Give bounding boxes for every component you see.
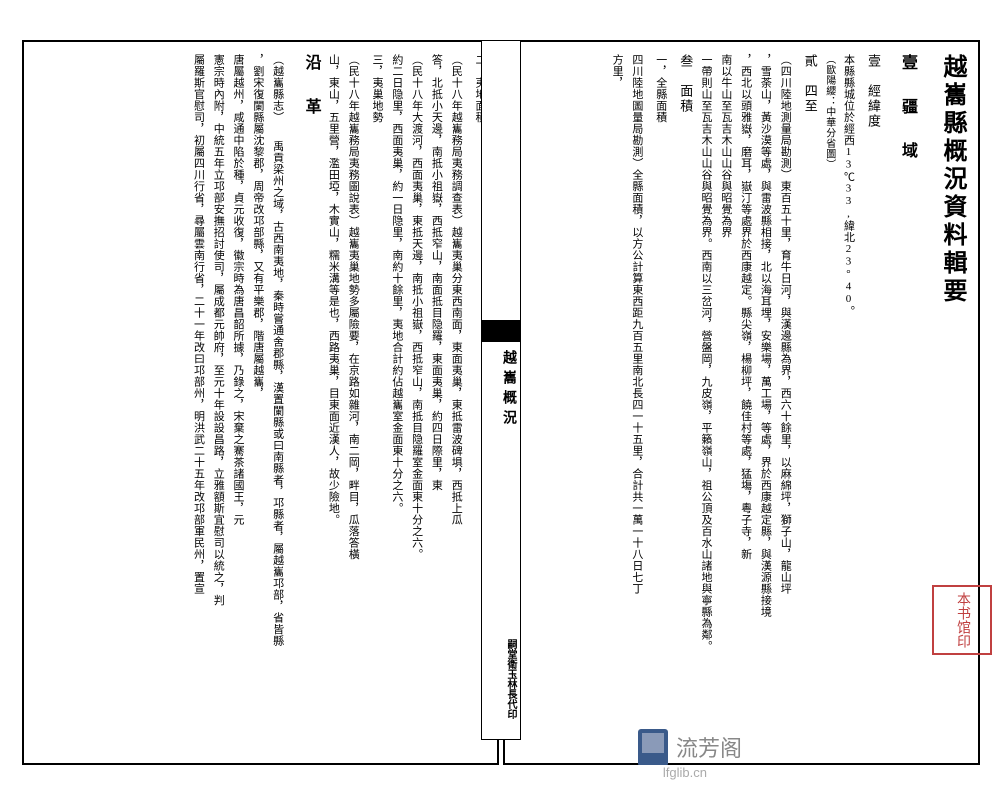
sub1-note: （歐陽纓：中華分省圖） xyxy=(820,54,838,751)
item2c-text: 約二日隐里，西面夷巢，約一日隐里，南約十餘里，夷地合計約佔越巂室金面東十分之六。 xyxy=(386,54,406,751)
section1-header: 壹 疆 域 xyxy=(895,54,919,751)
sub2-line3: ，西北以頭雅嶽，磨耳，嶽汀等處界於西康越定。縣尖嶺，楊柳坪，饒佳村等處，猛塲，粵… xyxy=(735,54,755,751)
book-spine: 越巂概況 嗣堂衛玉林長代印 xyxy=(481,40,521,740)
history-text1: （越巂縣志） 禹貢梁州之域，古西南夷地，秦時嘗通舍郡縣，漢置闌縣或曰南縣者，邛縣… xyxy=(267,54,287,751)
item2a-text2: 答，北抵小天邊，南抵小祖嶽，西抵窄山，南面抵目隐羅，東面夷巢，約四日際里，東 xyxy=(426,54,446,751)
sub3: 叁 面積 xyxy=(676,54,696,751)
history-text3: 唐屬越州，咸通中陷於種，貞元收復，徽宗時為唐昌韶所據，乃錄之，宋棄之騫茶諸國王，… xyxy=(227,54,247,751)
history-text5: 屬羅斯官慰司，初屬四川行省，尋屬雲南行省，二十一年改曰邛部州，明洪武二十五年改邛… xyxy=(188,54,208,751)
spine-decoration xyxy=(482,320,520,342)
item2b-text: （民十八年大渡河，西面夷巢，東抵天邊，南抵小祖嶽，西抵窄山，南抵目隐羅室金面東十… xyxy=(406,54,426,751)
right-page: 越巂縣概況資料輯要 壹 疆 域 壹 經緯度 本縣縣城位於經西13℃33,緯北23… xyxy=(503,40,980,765)
sub2-line4: 南以牛山至瓦吉木山山谷與昭覺為界 xyxy=(715,54,735,751)
spine-bottom-text: 嗣堂衛玉林長代印 xyxy=(480,639,518,719)
sub2: 貳 四至 xyxy=(800,54,820,751)
spine-title: 越巂概況 xyxy=(484,350,518,430)
document-container: 二，夷地面積 （民十八年越巂務局夷務調查表）越巂夷巢分東西南面，東面夷巢，東抵雷… xyxy=(0,0,1002,785)
item3-text1: （民十八年越巂務局夷務圖說表）越巂夷巢地勢多屬險要，在京路如雜河，南二岡，畔目，… xyxy=(342,54,362,751)
sub3-item1-text: 四川陸地圖量局勘測）全縣面積，以方公計算東西距九百五里南北長四一十五里，合計共一… xyxy=(626,54,646,751)
watermark-url: lfglib.cn xyxy=(663,765,707,780)
sub2-line1: （四川陸地測量局勘測）東百五十里，育牛日河，與漢邊縣為界，西六十餘里，以麻綿坪，… xyxy=(774,54,794,751)
item2a-text: （民十八年越巂務局夷務調查表）越巂夷巢分東西南面，東面夷巢，東抵雷波碑埧，西抵上… xyxy=(445,54,465,751)
watermark-text: 流芳阁 xyxy=(676,731,742,763)
left-page: 二，夷地面積 （民十八年越巂務局夷務調查表）越巂夷巢分東西南面，東面夷巢，東抵雷… xyxy=(22,40,499,765)
history-text2: ，劉宋復闌縣屬沈黎郡，周帝改邛部縣，又有平樂郡，階唐屬越巂， xyxy=(247,54,267,751)
sub2-line5: 一帶則山至瓦吉木山山谷與昭覺為界。西南以三岔河，營盤岡，九皮嶺，平籟嶺山，祖公頂… xyxy=(695,54,715,751)
watermark-logo: 流芳阁 xyxy=(638,729,742,765)
sub1-text: 本縣縣城位於經西13℃33,緯北23°40。 xyxy=(838,54,858,751)
book-icon xyxy=(638,729,668,765)
section2-header: 沿 革 xyxy=(299,54,323,751)
seal-text: 本书馆印 xyxy=(952,592,972,648)
history-text4: 憲宗時內附，中統五年立邛部安撫招討使司，屬成都元帥府，至元十年設設昌路，立雅額斯… xyxy=(207,54,227,751)
sub2-line2: ，雪荼山，黃沙漠等處，與雷波縣相接，北以海耳埋，安樂場，萬工場，等處，界於西康越… xyxy=(755,54,775,751)
sub3-item1: 一，全縣面積 xyxy=(650,54,670,751)
item3-header: 三，夷巢地勢 xyxy=(366,54,386,751)
sub1: 壹 經緯度 xyxy=(864,54,884,751)
library-seal: 本书馆印 xyxy=(932,585,992,655)
item3-text2: 山，東山，五里營，濫田埡，木實山，糯米溝等是也，西路夷巢，目東面近漢人，故少險地… xyxy=(323,54,343,751)
sub3-item2: 方里， xyxy=(606,54,626,751)
